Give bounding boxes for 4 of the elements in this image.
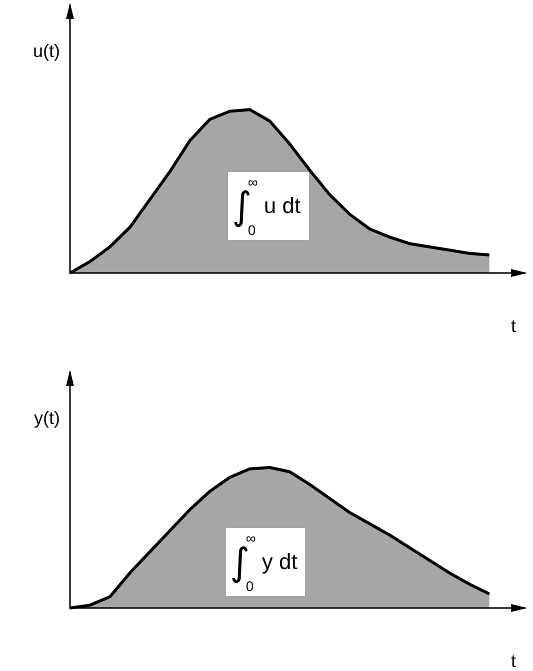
x-axis-title: t: [511, 651, 516, 671]
y-axis-title: u(t): [33, 41, 60, 61]
y-axis-title: y(t): [34, 408, 60, 428]
x-axis-title: t: [511, 316, 516, 336]
